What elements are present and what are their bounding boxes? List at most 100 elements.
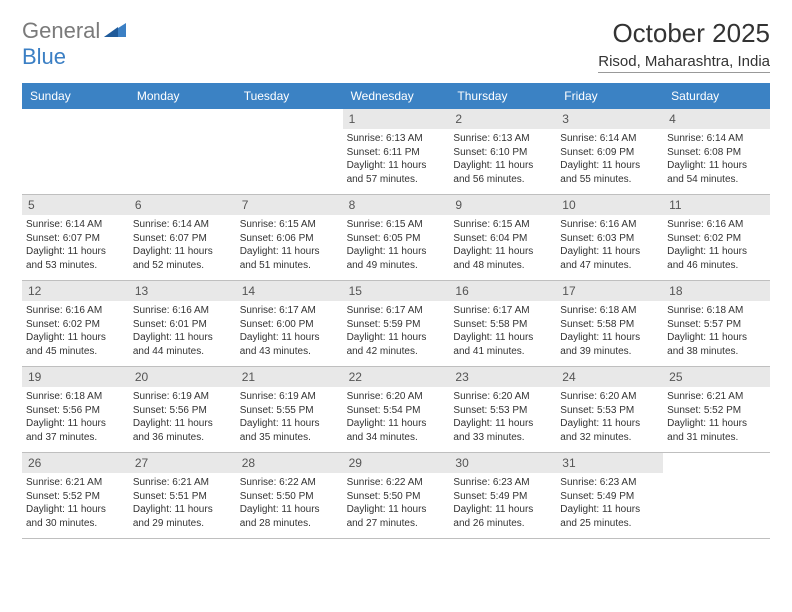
- day-header: Saturday: [663, 83, 770, 109]
- calendar-cell: 12Sunrise: 6:16 AMSunset: 6:02 PMDayligh…: [22, 281, 129, 367]
- calendar-cell: 22Sunrise: 6:20 AMSunset: 5:54 PMDayligh…: [343, 367, 450, 453]
- calendar-cell: 21Sunrise: 6:19 AMSunset: 5:55 PMDayligh…: [236, 367, 343, 453]
- sunrise-line: Sunrise: 6:17 AM: [453, 304, 550, 318]
- calendar-cell: 14Sunrise: 6:17 AMSunset: 6:00 PMDayligh…: [236, 281, 343, 367]
- daylight-line: Daylight: 11 hours and 49 minutes.: [347, 245, 444, 272]
- calendar-cell: 17 Sunrise: 6:18 AMSunset: 5:58 PMDayligh…: [556, 281, 663, 367]
- sunrise-line: Sunrise: 6:22 AM: [347, 476, 444, 490]
- daylight-line: Daylight: 11 hours and 34 minutes.: [347, 417, 444, 444]
- sunset-line: Sunset: 5:49 PM: [560, 490, 657, 504]
- sunrise-line: Sunrise: 6:16 AM: [560, 218, 657, 232]
- day-number: 6: [129, 195, 236, 215]
- day-number: 18: [663, 281, 770, 301]
- brand-part2: Blue: [22, 44, 66, 69]
- calendar-cell: 6 Sunrise: 6:14 AMSunset: 6:07 PMDaylight…: [129, 195, 236, 281]
- daylight-line: Daylight: 11 hours and 56 minutes.: [453, 159, 550, 186]
- location-text: Risod, Maharashtra, India: [598, 53, 770, 73]
- day-number: 13: [129, 281, 236, 301]
- calendar-cell: 8Sunrise: 6:15 AMSunset: 6:05 PMDaylight…: [343, 195, 450, 281]
- sunrise-line: Sunrise: 6:14 AM: [133, 218, 230, 232]
- day-number: 1: [343, 109, 450, 129]
- daylight-line: Daylight: 11 hours and 43 minutes.: [240, 331, 337, 358]
- day-number: 11: [663, 195, 770, 215]
- day-header: Friday: [556, 83, 663, 109]
- day-header: Sunday: [22, 83, 129, 109]
- day-number: 26: [22, 453, 129, 473]
- calendar-cell: 28Sunrise: 6:22 AMSunset: 5:50 PMDayligh…: [236, 453, 343, 539]
- daylight-line: Daylight: 11 hours and 44 minutes.: [133, 331, 230, 358]
- sunset-line: Sunset: 5:58 PM: [453, 318, 550, 332]
- calendar-cell: 15Sunrise: 6:17 AMSunset: 5:59 PMDayligh…: [343, 281, 450, 367]
- sunset-line: Sunset: 5:57 PM: [667, 318, 764, 332]
- sunset-line: Sunset: 5:56 PM: [26, 404, 123, 418]
- sunrise-line: Sunrise: 6:23 AM: [560, 476, 657, 490]
- sunset-line: Sunset: 5:58 PM: [560, 318, 657, 332]
- calendar-cell: 19Sunrise: 6:18 AMSunset: 5:56 PMDayligh…: [22, 367, 129, 453]
- calendar-cell-empty: [663, 453, 770, 539]
- daylight-line: Daylight: 11 hours and 31 minutes.: [667, 417, 764, 444]
- sunset-line: Sunset: 5:52 PM: [667, 404, 764, 418]
- daylight-line: Daylight: 11 hours and 28 minutes.: [240, 503, 337, 530]
- sunrise-line: Sunrise: 6:15 AM: [453, 218, 550, 232]
- day-number: 24: [556, 367, 663, 387]
- day-header: Wednesday: [343, 83, 450, 109]
- sunrise-line: Sunrise: 6:18 AM: [667, 304, 764, 318]
- daylight-line: Daylight: 11 hours and 52 minutes.: [133, 245, 230, 272]
- calendar-cell: 2Sunrise: 6:13 AMSunset: 6:10 PMDaylight…: [449, 109, 556, 195]
- daylight-line: Daylight: 11 hours and 45 minutes.: [26, 331, 123, 358]
- calendar-cell: 11Sunrise: 6:16 AMSunset: 6:02 PMDayligh…: [663, 195, 770, 281]
- sunset-line: Sunset: 6:08 PM: [667, 146, 764, 160]
- sunset-line: Sunset: 5:54 PM: [347, 404, 444, 418]
- sunrise-line: Sunrise: 6:14 AM: [667, 132, 764, 146]
- daylight-line: Daylight: 11 hours and 35 minutes.: [240, 417, 337, 444]
- sunrise-line: Sunrise: 6:20 AM: [560, 390, 657, 404]
- month-title: October 2025: [598, 18, 770, 49]
- calendar-cell: 23Sunrise: 6:20 AMSunset: 5:53 PMDayligh…: [449, 367, 556, 453]
- sunrise-line: Sunrise: 6:18 AM: [560, 304, 657, 318]
- daylight-line: Daylight: 11 hours and 30 minutes.: [26, 503, 123, 530]
- title-block: October 2025 Risod, Maharashtra, India: [598, 18, 770, 73]
- day-number: 17: [556, 281, 663, 301]
- daylight-line: Daylight: 11 hours and 39 minutes.: [560, 331, 657, 358]
- day-number: 19: [22, 367, 129, 387]
- sunset-line: Sunset: 5:59 PM: [347, 318, 444, 332]
- sunset-line: Sunset: 6:07 PM: [133, 232, 230, 246]
- day-number: 2: [449, 109, 556, 129]
- calendar-cell-empty: [22, 109, 129, 195]
- day-header: Monday: [129, 83, 236, 109]
- day-number: 16: [449, 281, 556, 301]
- day-number: 12: [22, 281, 129, 301]
- sunset-line: Sunset: 6:02 PM: [26, 318, 123, 332]
- sunrise-line: Sunrise: 6:21 AM: [667, 390, 764, 404]
- sunrise-line: Sunrise: 6:13 AM: [347, 132, 444, 146]
- daylight-line: Daylight: 11 hours and 32 minutes.: [560, 417, 657, 444]
- sunset-line: Sunset: 6:05 PM: [347, 232, 444, 246]
- daylight-line: Daylight: 11 hours and 29 minutes.: [133, 503, 230, 530]
- day-number: 27: [129, 453, 236, 473]
- sunrise-line: Sunrise: 6:14 AM: [560, 132, 657, 146]
- sunrise-line: Sunrise: 6:23 AM: [453, 476, 550, 490]
- sunrise-line: Sunrise: 6:18 AM: [26, 390, 123, 404]
- daylight-line: Daylight: 11 hours and 54 minutes.: [667, 159, 764, 186]
- sunset-line: Sunset: 6:02 PM: [667, 232, 764, 246]
- calendar-cell-empty: [129, 109, 236, 195]
- daylight-line: Daylight: 11 hours and 55 minutes.: [560, 159, 657, 186]
- header: General October 2025 Risod, Maharashtra,…: [22, 18, 770, 73]
- day-number: 30: [449, 453, 556, 473]
- sunset-line: Sunset: 5:53 PM: [453, 404, 550, 418]
- sunrise-line: Sunrise: 6:16 AM: [133, 304, 230, 318]
- sunset-line: Sunset: 6:03 PM: [560, 232, 657, 246]
- sunrise-line: Sunrise: 6:20 AM: [453, 390, 550, 404]
- calendar-cell: 10Sunrise: 6:16 AMSunset: 6:03 PMDayligh…: [556, 195, 663, 281]
- brand-triangle-icon: [104, 21, 126, 42]
- sunset-line: Sunset: 5:49 PM: [453, 490, 550, 504]
- calendar-cell: 13Sunrise: 6:16 AMSunset: 6:01 PMDayligh…: [129, 281, 236, 367]
- calendar-cell: 24Sunrise: 6:20 AMSunset: 5:53 PMDayligh…: [556, 367, 663, 453]
- day-number: 5: [22, 195, 129, 215]
- sunrise-line: Sunrise: 6:21 AM: [133, 476, 230, 490]
- calendar-cell: 25Sunrise: 6:21 AMSunset: 5:52 PMDayligh…: [663, 367, 770, 453]
- sunrise-line: Sunrise: 6:16 AM: [667, 218, 764, 232]
- day-header: Thursday: [449, 83, 556, 109]
- sunrise-line: Sunrise: 6:21 AM: [26, 476, 123, 490]
- daylight-line: Daylight: 11 hours and 48 minutes.: [453, 245, 550, 272]
